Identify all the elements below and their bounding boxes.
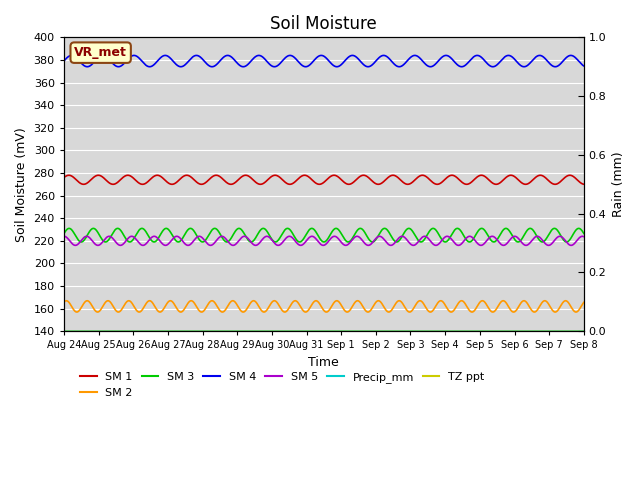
Legend: SM 1, SM 2, SM 3, SM 4, SM 5, Precip_mm, TZ ppt: SM 1, SM 2, SM 3, SM 4, SM 5, Precip_mm,…	[76, 368, 489, 402]
Y-axis label: Soil Moisture (mV): Soil Moisture (mV)	[15, 127, 28, 241]
Title: Soil Moisture: Soil Moisture	[271, 15, 377, 33]
X-axis label: Time: Time	[308, 356, 339, 369]
Text: VR_met: VR_met	[74, 46, 127, 59]
Y-axis label: Rain (mm): Rain (mm)	[612, 152, 625, 217]
